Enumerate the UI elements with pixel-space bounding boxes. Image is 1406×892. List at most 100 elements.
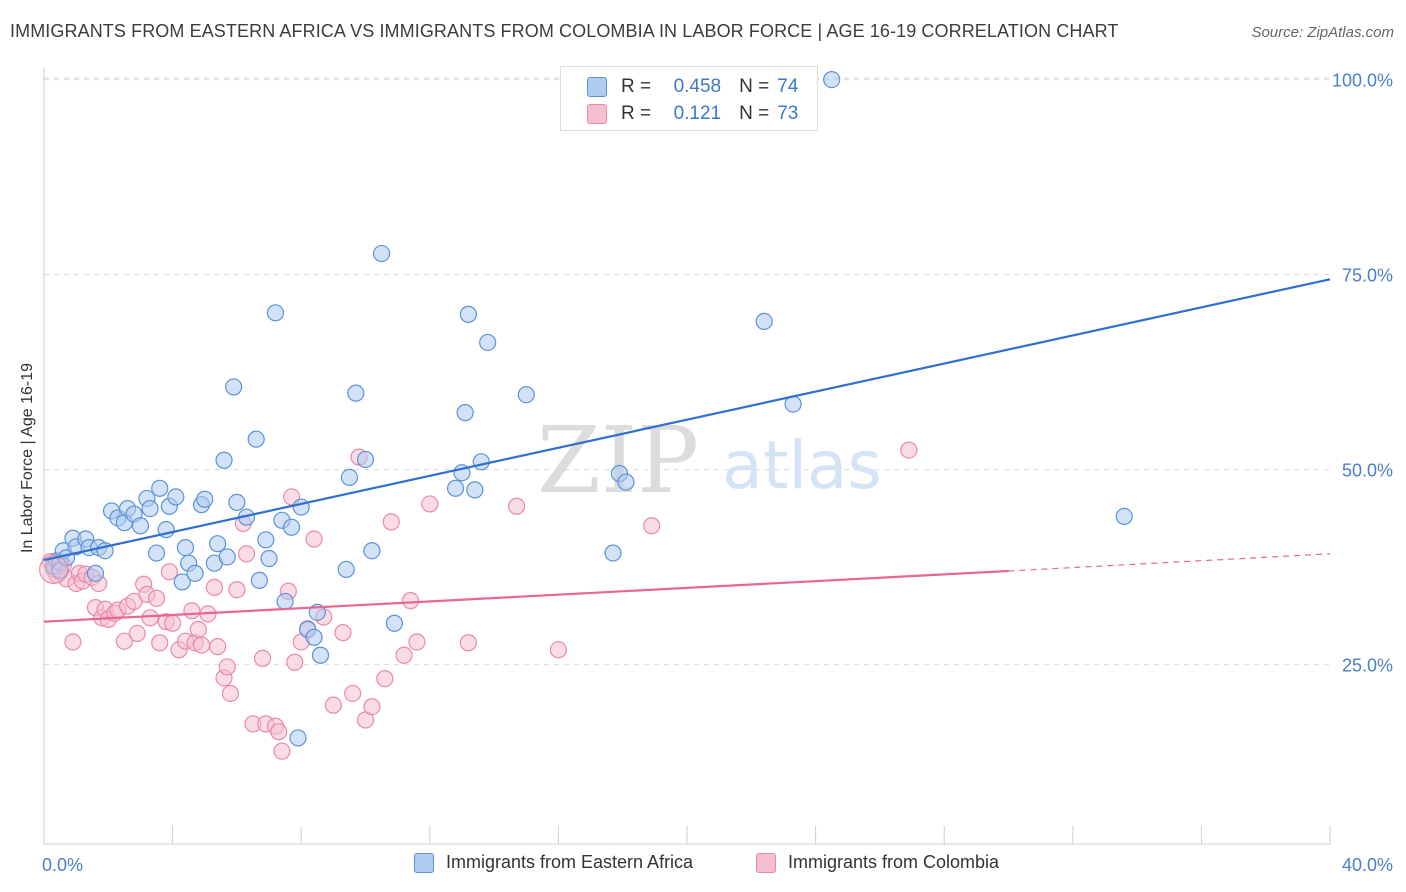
legend-n-value: 73 bbox=[777, 103, 799, 124]
trend-lines bbox=[43, 278, 1331, 623]
data-point bbox=[456, 404, 474, 422]
data-point bbox=[286, 653, 304, 671]
legend-swatch-pink bbox=[587, 104, 607, 124]
y-tick-label: 25.0% bbox=[1342, 656, 1393, 676]
data-point bbox=[472, 453, 490, 471]
chart-title: IMMIGRANTS FROM EASTERN AFRICA VS IMMIGR… bbox=[10, 21, 1119, 41]
watermark-atlas: atlas bbox=[722, 427, 882, 504]
data-point bbox=[356, 450, 375, 469]
y-axis-label: In Labor Force | Age 16-19 bbox=[19, 362, 36, 554]
data-point bbox=[311, 646, 330, 664]
data-point bbox=[479, 333, 497, 352]
data-point bbox=[395, 646, 413, 664]
data-point bbox=[141, 609, 159, 627]
data-point bbox=[372, 244, 391, 263]
data-point bbox=[209, 535, 227, 553]
legend-r-value: 0.458 bbox=[673, 76, 722, 97]
data-point bbox=[337, 560, 355, 579]
y-tick-label: 75.0% bbox=[1342, 266, 1393, 286]
legend-swatch-blue bbox=[414, 852, 434, 873]
trend-line-colombia-extension bbox=[1008, 553, 1331, 572]
legend-item-eastern-africa: Immigrants from Eastern Africa bbox=[414, 852, 693, 873]
data-point bbox=[186, 564, 204, 582]
data-point bbox=[205, 578, 223, 596]
legend-label: Immigrants from Eastern Africa bbox=[446, 852, 694, 872]
watermark-zip: ZIP bbox=[537, 407, 699, 514]
data-point bbox=[334, 624, 352, 642]
data-point bbox=[164, 614, 182, 632]
x-tick-label: 40.0% bbox=[1342, 855, 1393, 875]
data-point bbox=[270, 723, 288, 741]
data-point bbox=[141, 500, 159, 518]
legend-r-label: R = bbox=[621, 103, 652, 124]
data-point bbox=[376, 670, 394, 688]
data-point bbox=[459, 634, 477, 652]
data-point bbox=[347, 384, 365, 402]
source-credit: Source: ZipAtlas.com bbox=[1251, 24, 1394, 41]
data-point bbox=[823, 70, 841, 89]
data-point bbox=[86, 564, 105, 582]
data-point bbox=[408, 633, 426, 651]
data-point bbox=[604, 544, 622, 562]
legend-r-value: 0.121 bbox=[673, 103, 722, 124]
data-point bbox=[151, 634, 169, 652]
data-point bbox=[196, 490, 214, 508]
data-point bbox=[292, 498, 310, 516]
data-point bbox=[228, 581, 246, 599]
data-point bbox=[192, 636, 211, 654]
data-point bbox=[147, 589, 166, 607]
data-point bbox=[466, 481, 484, 499]
data-point bbox=[254, 649, 272, 667]
data-point bbox=[247, 430, 265, 448]
data-point bbox=[305, 628, 323, 646]
data-point bbox=[421, 495, 439, 513]
data-point bbox=[176, 538, 195, 557]
data-point bbox=[382, 513, 400, 531]
data-point bbox=[228, 493, 246, 511]
data-point bbox=[282, 518, 301, 536]
data-point bbox=[189, 620, 207, 639]
trend-line-eastern-africa bbox=[43, 278, 1331, 562]
axes bbox=[43, 68, 1331, 845]
data-point bbox=[167, 488, 185, 506]
data-point bbox=[257, 531, 275, 549]
data-point bbox=[643, 517, 661, 535]
legend-n-value: 74 bbox=[777, 76, 799, 97]
data-point bbox=[459, 305, 477, 323]
data-point bbox=[305, 530, 323, 548]
legend-swatch-pink bbox=[756, 852, 776, 873]
watermark: ZIP atlas bbox=[537, 407, 882, 514]
data-point bbox=[237, 545, 256, 563]
data-point bbox=[225, 378, 243, 396]
data-point bbox=[209, 638, 227, 656]
data-point bbox=[363, 698, 381, 716]
trend-line-colombia bbox=[43, 569, 1009, 623]
data-point bbox=[446, 479, 465, 497]
legend-r-label: R = bbox=[621, 76, 652, 97]
y-tick-label: 100.0% bbox=[1332, 71, 1393, 91]
data-point bbox=[289, 729, 307, 747]
data-point bbox=[508, 497, 526, 515]
data-point bbox=[160, 563, 178, 581]
data-point bbox=[266, 304, 285, 322]
data-point bbox=[128, 624, 146, 643]
legend-n-label: N = bbox=[739, 103, 770, 124]
data-point bbox=[755, 312, 773, 330]
data-point bbox=[517, 386, 535, 404]
data-point bbox=[1115, 507, 1133, 526]
legend-n-label: N = bbox=[739, 76, 770, 97]
tick-labels: 25.0% 50.0% 75.0% 100.0% 0.0% 40.0% bbox=[42, 71, 1393, 875]
series-eastern-africa-points bbox=[39, 70, 1133, 747]
data-point bbox=[344, 684, 362, 703]
data-point bbox=[260, 549, 278, 568]
grid-lines bbox=[44, 77, 1330, 666]
data-point bbox=[250, 571, 269, 589]
correlation-legend: R = 0.458 N = 74 R = 0.121 N = 73 bbox=[560, 66, 818, 131]
data-point bbox=[276, 592, 294, 611]
series-legend: Immigrants from Eastern Africa Immigrant… bbox=[0, 852, 1406, 878]
data-point bbox=[221, 684, 240, 703]
legend-item-colombia: Immigrants from Colombia bbox=[756, 852, 999, 873]
data-point bbox=[401, 592, 420, 610]
data-point bbox=[218, 548, 236, 566]
